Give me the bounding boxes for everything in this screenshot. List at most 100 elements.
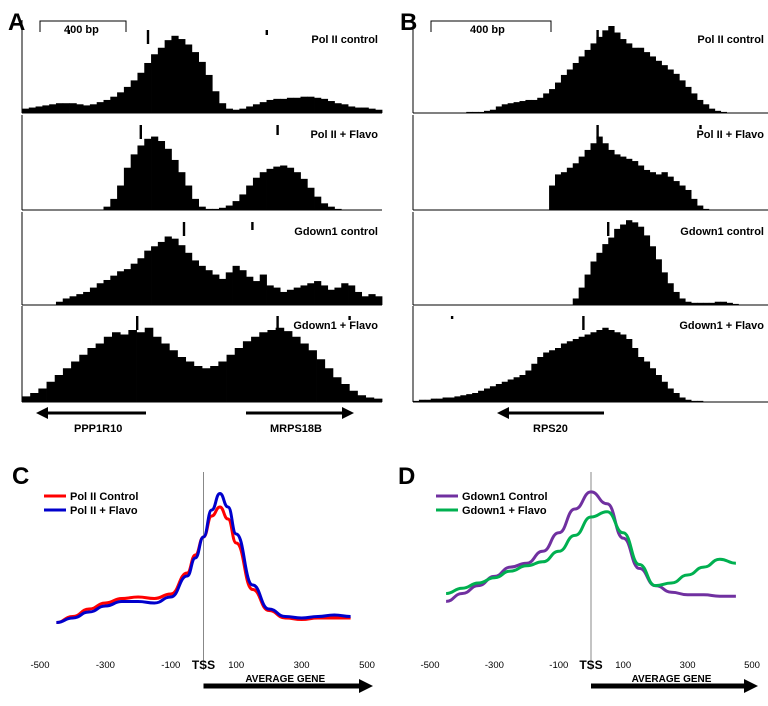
coverage-bar [649, 56, 656, 113]
panel-b-letter: B [400, 9, 417, 36]
coverage-bar [697, 205, 704, 210]
coverage-bar [218, 207, 227, 211]
coverage-bar [117, 271, 125, 305]
coverage-bar [649, 368, 656, 402]
coverage-bar [655, 259, 662, 305]
coverage-bar [357, 395, 367, 402]
coverage-bar [626, 220, 633, 306]
coverage-bar [28, 107, 36, 113]
coverage-bar [136, 332, 146, 402]
coverage-bar [164, 40, 172, 113]
coverage-bar [614, 154, 621, 211]
coverage-bar [112, 332, 121, 402]
track-label: Gdown1 control [294, 226, 378, 238]
coverage-bar [708, 108, 716, 113]
coverage-bar [212, 274, 220, 305]
coverage-bar [252, 281, 261, 305]
scale-bar-a: 400 bp [39, 20, 127, 36]
coverage-bar [280, 98, 288, 113]
coverage-bar [110, 96, 118, 113]
track-label: Pol II control [311, 34, 378, 46]
coverage-bar [361, 296, 369, 305]
coverage-bar [685, 301, 692, 305]
panel-c-average-profile: C -500 -300 -100 100 300 500 TSS AVERAGE GENE Po… [12, 463, 375, 693]
average-gene-label: AVERAGE GENE [245, 674, 325, 685]
coverage-bar [602, 244, 609, 305]
coverage-bar [590, 261, 597, 305]
panel-a-letter: A [8, 9, 25, 36]
coverage-bar [205, 208, 213, 210]
coverage-bar [103, 206, 111, 210]
panel-c-letter: C [12, 463, 29, 490]
coverage-bar [62, 298, 70, 305]
coverage-bar [626, 43, 633, 113]
coverage-bar [673, 291, 680, 305]
coverage-bar [685, 86, 692, 113]
coverage-bar [555, 82, 562, 113]
coverage-bar [246, 276, 254, 306]
coverage-bar [198, 61, 206, 113]
coverage-bar [293, 287, 301, 305]
coverage-bar [130, 263, 138, 305]
coverage-bar [87, 348, 97, 402]
coverage-bar [608, 149, 615, 211]
coverage-bar [608, 26, 615, 113]
peak-marker [582, 316, 585, 330]
coverage-bar [62, 368, 72, 402]
coverage-bar [144, 327, 154, 402]
coverage-bar [95, 343, 105, 402]
coverage-bar [307, 283, 315, 305]
coverage-bar [702, 208, 710, 210]
coverage-bar [178, 245, 186, 305]
coverage-bar [631, 47, 639, 113]
coverage-bar [436, 398, 443, 403]
coverage-bar [424, 399, 432, 402]
coverage-bar [478, 390, 485, 402]
coverage-bar [578, 287, 585, 305]
coverage-bar [620, 334, 627, 402]
coverage-bar [327, 206, 335, 210]
gene-name: PPP1R10 [74, 423, 122, 435]
coverage-bar [157, 47, 166, 113]
coverage-bar [38, 388, 47, 402]
coverage-bar [673, 73, 680, 113]
peak-marker [265, 30, 268, 35]
coverage-bar [614, 32, 621, 113]
coverage-bar [280, 291, 288, 305]
coverage-bar [375, 296, 383, 305]
coverage-bar [164, 148, 172, 210]
coverage-bar [252, 104, 261, 113]
coverage-bar [259, 102, 267, 114]
coverage-bar [608, 237, 615, 305]
coverage-bar [354, 291, 363, 305]
coverage-bar [259, 172, 267, 210]
coverage-bar [626, 158, 633, 210]
coverage-bar [697, 99, 704, 113]
coverage-bar [602, 143, 609, 210]
peak-marker [607, 222, 610, 236]
average-gene-arrowhead [359, 679, 373, 693]
coverage-bar [171, 238, 179, 305]
track-b-4: Gdown1 + Flavo [412, 306, 768, 403]
x-tick-label: -100 [549, 660, 568, 671]
coverage-bar [549, 350, 556, 402]
coverage-bar [157, 141, 166, 210]
coverage-bar [620, 156, 627, 210]
coverage-bar [626, 339, 633, 402]
panel-d-plot: -500 -300 -100 100 300 500 TSS AVERAGE GENE Gdow… [420, 472, 760, 693]
peak-marker [67, 30, 70, 34]
coverage-bar [531, 99, 538, 113]
panel-d-average-profile: D -500 -300 -100 100 300 500 TSS AVERAGE GENE Gd… [398, 463, 760, 693]
coverage-bar [375, 109, 383, 113]
coverage-bar [286, 167, 295, 210]
coverage-bar [205, 74, 213, 113]
coverage-bar [286, 97, 295, 113]
coverage-bar [300, 96, 308, 113]
coverage-bar [293, 97, 301, 113]
panel-b-tracks: Pol II control Pol II + Flavo Gdown1 contr… [412, 20, 768, 403]
coverage-bar [55, 103, 64, 113]
coverage-bar [602, 327, 609, 402]
coverage-bar [643, 235, 651, 305]
coverage-bar [280, 165, 288, 210]
coverage-bar [191, 198, 199, 211]
